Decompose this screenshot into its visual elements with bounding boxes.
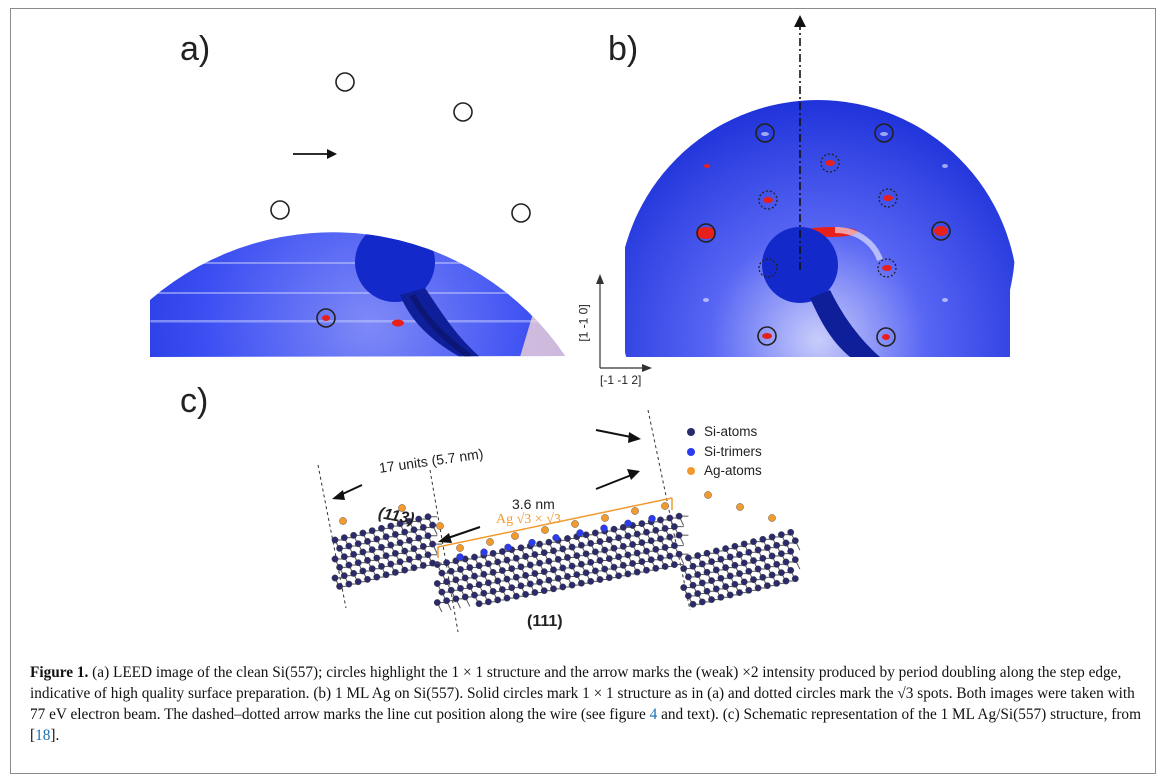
caption-ref-citation[interactable]: 18 bbox=[35, 727, 51, 744]
ag-sqrt3-label: Ag √3 × √3 bbox=[496, 512, 561, 527]
axis-label-horizontal: [-1 -1 2] bbox=[600, 373, 642, 387]
figure-caption: Figure 1. (a) LEED image of the clean Si… bbox=[30, 662, 1144, 746]
caption-figure-label: Figure 1. bbox=[30, 664, 89, 681]
legend-si-trimers: Si-trimers bbox=[704, 444, 762, 459]
caption-text-3: ]. bbox=[50, 727, 60, 744]
panel-b-label: b) bbox=[608, 30, 639, 68]
facet-111-label: (111) bbox=[527, 613, 563, 630]
caption-ref-figure[interactable]: 4 bbox=[649, 706, 658, 723]
legend-si-atoms: Si-atoms bbox=[704, 424, 758, 439]
axis-label-vertical: [1 -1 0] bbox=[576, 304, 591, 342]
terrace-width-label: 3.6 nm bbox=[512, 496, 555, 512]
caption-text-1: (a) LEED image of the clean Si(557); cir… bbox=[30, 664, 1135, 723]
panel-c-label: c) bbox=[180, 382, 209, 420]
panel-a-label: a) bbox=[180, 30, 211, 68]
caption-text-2: and text). (c) Schematic representation … bbox=[30, 706, 1141, 744]
legend-ag-atoms: Ag-atoms bbox=[704, 463, 762, 478]
